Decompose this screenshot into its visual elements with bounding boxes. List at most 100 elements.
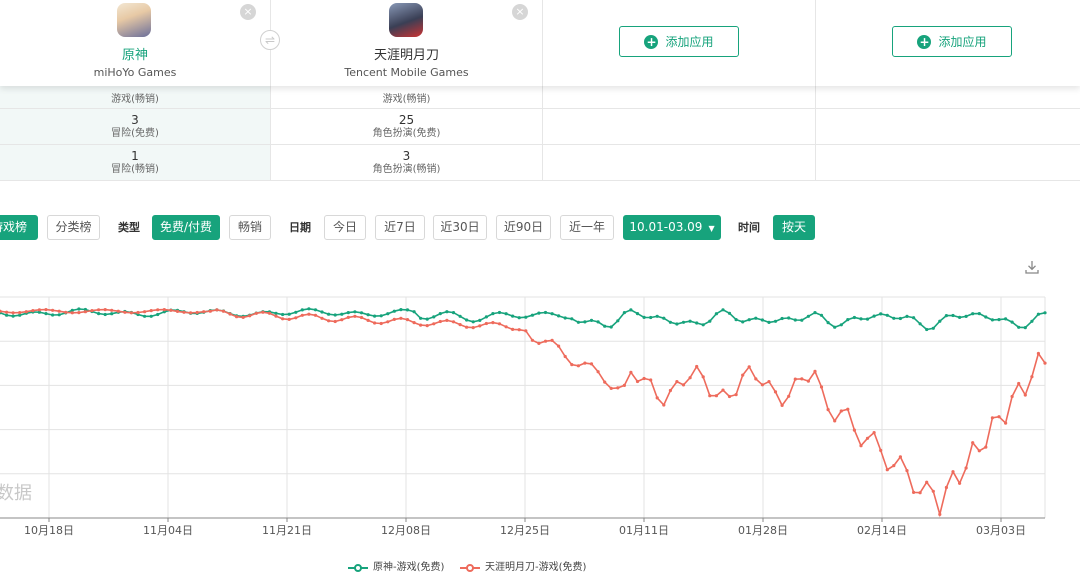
data-point[interactable]	[675, 380, 679, 384]
data-point[interactable]	[18, 311, 22, 315]
data-point[interactable]	[129, 311, 133, 315]
data-point[interactable]	[971, 312, 975, 316]
data-point[interactable]	[642, 376, 646, 381]
download-icon[interactable]	[1024, 259, 1040, 275]
data-point[interactable]	[18, 313, 22, 317]
by-day-button[interactable]: 按天	[773, 215, 815, 240]
data-point[interactable]	[872, 314, 876, 318]
data-point[interactable]	[517, 328, 521, 332]
data-point[interactable]	[294, 310, 298, 314]
data-point[interactable]	[609, 386, 613, 390]
data-point[interactable]	[24, 310, 28, 314]
data-point[interactable]	[990, 416, 995, 420]
data-point[interactable]	[1017, 325, 1021, 329]
data-point[interactable]	[543, 310, 548, 315]
data-point[interactable]	[892, 464, 896, 468]
data-point[interactable]	[563, 316, 567, 320]
data-point[interactable]	[162, 310, 166, 314]
data-point[interactable]	[491, 321, 495, 325]
data-point[interactable]	[741, 373, 745, 377]
data-point[interactable]	[491, 312, 495, 316]
data-point[interactable]	[57, 313, 61, 317]
data-point[interactable]	[504, 312, 508, 316]
data-point[interactable]	[438, 319, 442, 324]
data-point[interactable]	[471, 320, 475, 324]
data-point[interactable]	[1017, 381, 1021, 386]
data-point[interactable]	[307, 307, 311, 311]
data-point[interactable]	[353, 314, 357, 318]
data-point[interactable]	[530, 313, 535, 317]
data-point[interactable]	[451, 320, 456, 324]
data-point[interactable]	[701, 323, 705, 327]
data-point[interactable]	[524, 329, 528, 333]
data-point[interactable]	[5, 310, 9, 314]
data-point[interactable]	[760, 383, 765, 387]
data-point[interactable]	[990, 318, 995, 322]
data-point[interactable]	[445, 318, 449, 322]
data-point[interactable]	[695, 321, 699, 325]
data-point[interactable]	[714, 394, 719, 398]
data-point[interactable]	[984, 445, 988, 449]
data-point[interactable]	[261, 310, 265, 314]
close-icon[interactable]: ×	[512, 4, 528, 20]
data-point[interactable]	[589, 318, 594, 322]
data-point[interactable]	[373, 314, 377, 318]
data-point[interactable]	[977, 449, 981, 453]
data-point[interactable]	[57, 309, 61, 313]
data-point[interactable]	[852, 428, 857, 432]
data-point[interactable]	[366, 318, 370, 322]
data-point[interactable]	[169, 308, 173, 312]
data-point[interactable]	[773, 319, 778, 323]
data-point[interactable]	[780, 403, 784, 407]
free-paid-button[interactable]: 免费/付费	[152, 215, 220, 240]
data-point[interactable]	[813, 369, 817, 373]
data-point[interactable]	[1030, 375, 1034, 379]
data-point[interactable]	[51, 313, 55, 317]
date-range-dropdown[interactable]: 10.01-03.09 ▼	[623, 215, 721, 240]
data-point[interactable]	[287, 312, 291, 316]
data-point[interactable]	[70, 308, 74, 312]
data-point[interactable]	[156, 312, 160, 317]
data-point[interactable]	[846, 407, 850, 411]
data-point[interactable]	[951, 313, 955, 318]
data-point[interactable]	[951, 470, 955, 474]
data-point[interactable]	[465, 325, 469, 329]
data-point[interactable]	[649, 315, 653, 320]
data-point[interactable]	[300, 313, 304, 317]
data-point[interactable]	[248, 314, 252, 318]
data-point[interactable]	[1036, 312, 1040, 316]
data-point[interactable]	[800, 318, 804, 322]
data-point[interactable]	[839, 409, 843, 413]
data-point[interactable]	[721, 388, 725, 392]
data-point[interactable]	[1030, 319, 1034, 323]
data-point[interactable]	[432, 315, 436, 319]
data-point[interactable]	[557, 314, 561, 318]
data-point[interactable]	[938, 319, 942, 323]
data-point[interactable]	[662, 403, 666, 407]
data-point[interactable]	[307, 312, 311, 316]
data-point[interactable]	[603, 324, 607, 328]
data-point[interactable]	[734, 318, 738, 322]
data-point[interactable]	[806, 379, 811, 383]
data-point[interactable]	[497, 310, 502, 315]
data-point[interactable]	[826, 408, 830, 412]
data-point[interactable]	[83, 310, 87, 314]
data-point[interactable]	[826, 321, 830, 325]
data-point[interactable]	[1043, 361, 1047, 365]
data-point[interactable]	[773, 390, 778, 394]
data-point[interactable]	[984, 315, 988, 319]
data-point[interactable]	[550, 312, 554, 316]
data-point[interactable]	[747, 318, 751, 322]
data-point[interactable]	[478, 324, 482, 328]
data-point[interactable]	[228, 312, 232, 316]
bestseller-button[interactable]: 畅销	[229, 215, 271, 240]
data-point[interactable]	[504, 325, 508, 329]
data-point[interactable]	[524, 315, 528, 319]
data-point[interactable]	[189, 311, 193, 315]
data-point[interactable]	[327, 312, 331, 316]
data-point[interactable]	[872, 431, 876, 435]
data-point[interactable]	[747, 365, 751, 369]
data-point[interactable]	[478, 318, 482, 322]
data-point[interactable]	[373, 321, 377, 325]
data-point[interactable]	[714, 312, 719, 316]
